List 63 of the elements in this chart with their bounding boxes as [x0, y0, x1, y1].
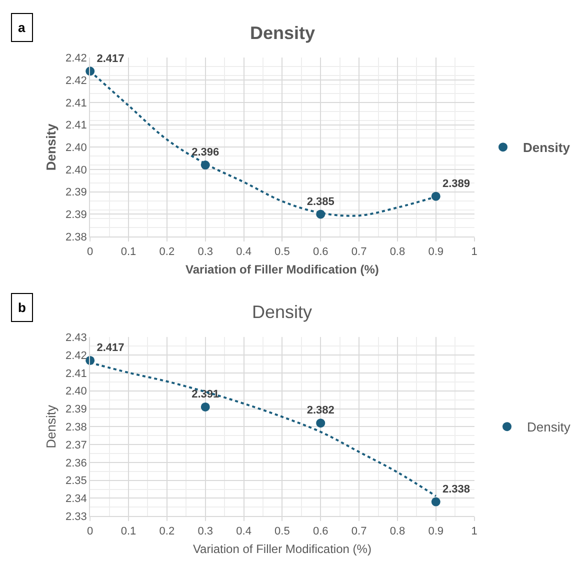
y-tick-label: 2.38 — [65, 231, 87, 244]
x-tick-label: 0.7 — [351, 525, 367, 538]
x-tick-label: 1 — [471, 525, 478, 538]
point — [431, 192, 440, 201]
x-tick-label: 1 — [471, 246, 478, 258]
x-tick-label: 0.2 — [159, 246, 175, 258]
x-axis-title: Variation of Filler Modification (%) — [192, 542, 372, 556]
data-label: 2.385 — [306, 196, 334, 208]
x-tick-label: 0.2 — [159, 525, 175, 538]
text: b — [18, 300, 26, 315]
data-label: 2.389 — [442, 178, 470, 190]
x-tick-label: 0.1 — [120, 246, 136, 258]
x-tick-label: 0.9 — [428, 246, 444, 258]
y-tick-label: 2.41 — [65, 120, 87, 132]
x-tick-label: 0 — [87, 525, 94, 538]
y-tick-label: 2.42 — [65, 74, 87, 87]
y-tick-label: 2.39 — [65, 209, 87, 222]
x-tick-label: 0.5 — [274, 525, 290, 538]
y-tick-label: 2.40 — [65, 142, 87, 154]
x-tick-label: 0.6 — [312, 246, 328, 258]
x-tick-label: 0.1 — [120, 525, 136, 538]
x-tick-label: 0.7 — [351, 246, 367, 258]
point — [316, 418, 326, 428]
y-tick-label: 2.33 — [65, 510, 87, 523]
y-tick-label: 2.40 — [65, 386, 87, 398]
x-tick-label: 0.8 — [390, 246, 406, 258]
x-tick-label: 0.5 — [274, 246, 290, 258]
legend-label: Density — [523, 140, 571, 156]
x-tick-label: 0.9 — [428, 525, 444, 538]
y-tick-label: 2.42 — [65, 350, 87, 362]
y-tick-label: 2.43 — [65, 332, 87, 344]
chart-title: Density — [250, 23, 316, 43]
data-label: 2.338 — [442, 483, 470, 496]
x-axis-title: Variation of Filler Modification (%) — [186, 262, 379, 277]
data-label: 2.382 — [306, 404, 334, 417]
x-tick-label: 0 — [87, 246, 94, 258]
y-tick-label: 2.40 — [65, 164, 87, 176]
y-tick-label: 2.36 — [65, 457, 87, 470]
data-label: 2.396 — [192, 146, 220, 159]
data-label: 2.417 — [96, 342, 124, 354]
point — [200, 402, 210, 412]
legend-label: Density — [527, 420, 571, 435]
x-tick-label: 0.4 — [236, 246, 252, 258]
y-tick-label: 2.39 — [65, 404, 87, 416]
y-axis-title: Density — [43, 122, 58, 171]
x-tick-label: 0.4 — [236, 525, 252, 538]
chart-title: Density — [252, 302, 312, 322]
y-tick-label: 2.34 — [65, 493, 87, 506]
y-tick-label: 2.37 — [65, 439, 87, 452]
y-tick-label: 2.39 — [65, 186, 87, 199]
y-axis-title: Density — [43, 404, 58, 448]
y-tick-label: 2.42 — [65, 52, 87, 65]
x-tick-label: 0.3 — [198, 525, 214, 538]
data-label: 2.417 — [96, 52, 124, 65]
text: a — [18, 20, 26, 35]
y-tick-label: 2.38 — [65, 422, 87, 434]
x-tick-label: 0.8 — [390, 525, 406, 538]
point — [431, 497, 440, 506]
y-tick-label: 2.41 — [65, 368, 87, 380]
x-tick-label: 0.6 — [312, 525, 328, 538]
y-tick-label: 2.41 — [65, 97, 87, 110]
y-tick-label: 2.35 — [65, 475, 87, 488]
x-tick-label: 0.3 — [198, 246, 214, 258]
